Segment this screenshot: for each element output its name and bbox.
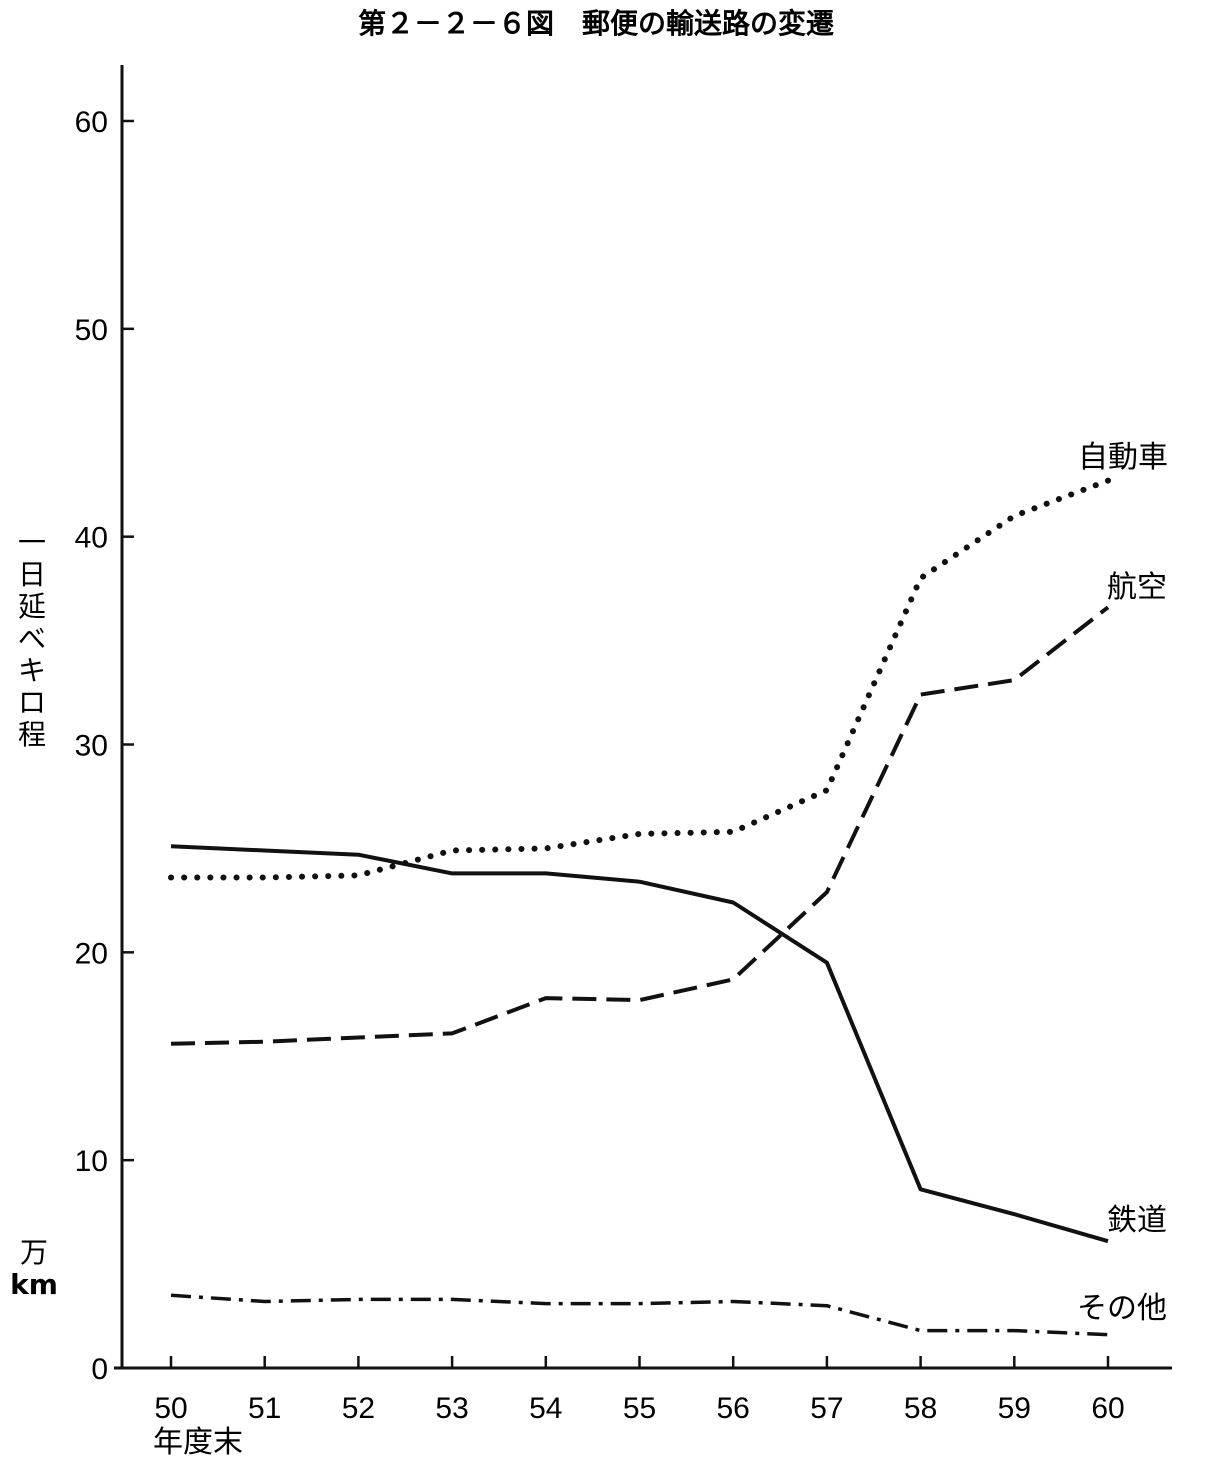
series-label: 鉄道	[1107, 1203, 1167, 1238]
y-tick-label: 20	[75, 937, 108, 970]
series-line	[170, 605, 1110, 1046]
y-tick-label: 50	[75, 314, 108, 347]
series-label: 航空	[1107, 570, 1167, 605]
x-tick-label: 60	[1091, 1392, 1124, 1425]
y-label-char: 延	[18, 590, 46, 623]
chart-title: 第２－２－６図 郵便の輸送路の変遷	[358, 7, 834, 40]
y-tick-label: 10	[75, 1145, 108, 1178]
series-line	[170, 844, 1109, 1244]
x-tick-label: 57	[810, 1392, 843, 1425]
y-ticks: 0 10 20 30 40 50 60	[75, 106, 134, 1386]
y-label-char: 日	[18, 558, 46, 591]
x-tick-label: 56	[717, 1392, 750, 1425]
y-tick-label: 30	[75, 730, 108, 763]
x-ticks: 50 51 52 53 54 55 56 57 58 59 60	[154, 1356, 1125, 1425]
series-lines	[168, 477, 1111, 1337]
x-tick-label: 50	[154, 1392, 187, 1425]
y-label-char: 一	[18, 526, 46, 559]
x-tick-label: 58	[904, 1392, 937, 1425]
x-tick-label: 55	[623, 1392, 656, 1425]
y-label-char: べ	[18, 622, 46, 655]
y-label-char: 程	[18, 718, 46, 751]
series-line	[168, 477, 1111, 881]
x-tick-label: 51	[248, 1392, 281, 1425]
x-tick-label: 59	[998, 1392, 1031, 1425]
y-axis-unit: 万km	[10, 1236, 58, 1301]
y-label-char: ロ	[18, 686, 46, 719]
y-tick-label: 40	[75, 522, 108, 555]
series-label: その他	[1077, 1291, 1167, 1326]
x-tick-label: 54	[529, 1392, 562, 1425]
y-label-char: キ	[18, 654, 46, 687]
series-line	[170, 1293, 1109, 1337]
y-unit-line: 万	[20, 1236, 48, 1269]
y-tick-label: 60	[75, 106, 108, 139]
x-axis-label: 年度末	[153, 1426, 243, 1459]
y-tick-label: 0	[91, 1353, 108, 1386]
series-label: 自動車	[1078, 440, 1168, 475]
x-tick-label: 53	[435, 1392, 468, 1425]
y-unit-line: km	[10, 1268, 58, 1301]
x-tick-label: 52	[342, 1392, 375, 1425]
